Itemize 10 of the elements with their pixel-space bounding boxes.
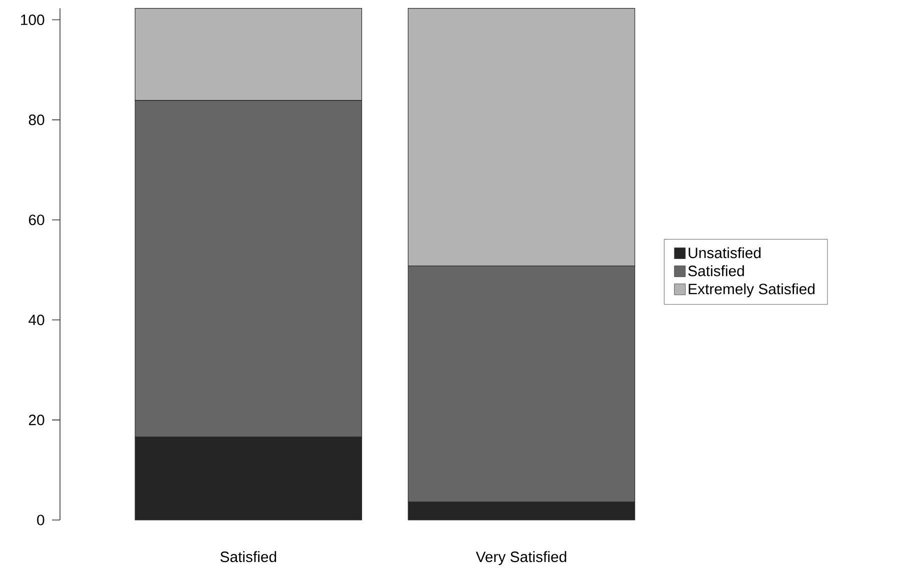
y-tick-label: 40	[28, 314, 44, 326]
y-tick-label: 0	[37, 514, 44, 526]
y-tick-label: 20	[28, 414, 44, 426]
y-tick-label: 100	[21, 14, 44, 26]
y-tick-label: 80	[28, 114, 44, 126]
y-tick-label: 60	[28, 214, 44, 226]
legend-label: Satisfied	[688, 265, 744, 276]
legend-label: Extremely Satisfied	[688, 283, 814, 298]
legend-label: Unsatisfied	[688, 247, 761, 258]
x-tick-label: Very Satisfied	[476, 551, 566, 566]
